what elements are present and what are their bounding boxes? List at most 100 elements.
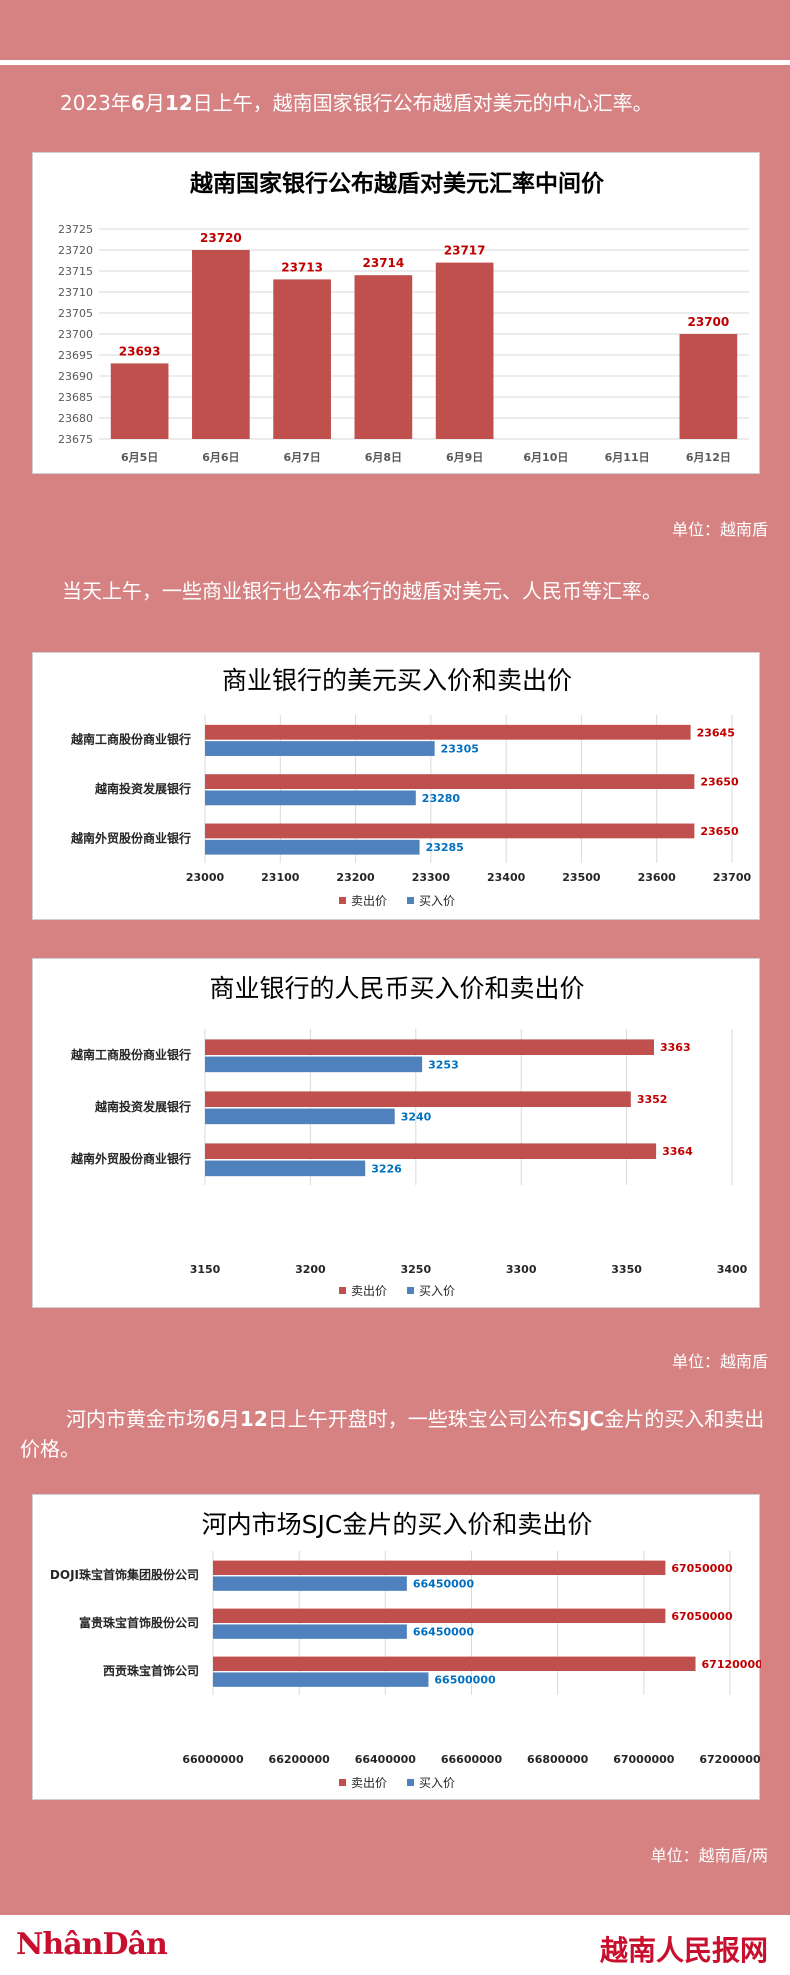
category-label: 越南工商股份商业银行 — [70, 1047, 191, 1062]
chart-title: 商业银行的人民币买入价和卖出价 — [209, 974, 584, 1003]
y-tick-label: 23700 — [58, 328, 93, 341]
intro-paragraph: 2023年6月12日上午，越南国家银行公布越盾对美元的中心汇率。 — [60, 88, 770, 118]
bar-value-label: 67120000 — [702, 1658, 761, 1671]
x-tick-label: 23600 — [638, 871, 677, 884]
legend-label: 卖出价 — [351, 1776, 387, 1790]
x-tick-label: 6月11日 — [605, 451, 650, 464]
x-tick-label: 3150 — [190, 1263, 221, 1276]
bar — [355, 275, 413, 439]
x-tick-label: 3200 — [295, 1263, 326, 1276]
bar — [273, 279, 331, 439]
legend-label: 买入价 — [419, 894, 455, 908]
x-tick-label: 66400000 — [355, 1753, 417, 1766]
legend-swatch — [339, 1779, 346, 1786]
sell-bar — [213, 1609, 665, 1623]
bar-value-label: 67050000 — [671, 1610, 733, 1623]
x-tick-label: 66200000 — [269, 1753, 331, 1766]
buy-bar — [205, 1109, 395, 1125]
buy-bar — [213, 1624, 407, 1638]
x-tick-label: 6月5日 — [121, 451, 158, 464]
sell-bar — [205, 824, 694, 839]
cny-rate-chart: 商业银行的人民币买入价和卖出价 3150 3200 3250 3300 3350 3400 越… — [33, 959, 761, 1309]
x-tick-label: 23700 — [713, 871, 752, 884]
central-rate-chart: 越南国家银行公布越盾对美元汇率中间价 23675 23680 23685 23690 23… — [33, 153, 761, 475]
category-label: DOJI珠宝首饰集团股份公司 — [50, 1567, 199, 1582]
legend-label: 卖出价 — [351, 1284, 387, 1298]
sell-bar — [205, 774, 694, 789]
buy-bar — [205, 1057, 422, 1073]
buy-bar — [205, 741, 435, 756]
bar-value-label: 3364 — [662, 1145, 693, 1158]
category-label: 越南投资发展银行 — [94, 1099, 191, 1114]
y-tick-label: 23710 — [58, 286, 93, 299]
chart-title: 越南国家银行公布越盾对美元汇率中间价 — [190, 170, 605, 197]
y-tick-label: 23715 — [58, 265, 93, 278]
x-tick-label: 23100 — [261, 871, 300, 884]
y-tick-label: 23705 — [58, 307, 93, 320]
bar-value-label: 23650 — [700, 825, 739, 838]
unit-label-1: 单位：越南盾 — [672, 516, 768, 540]
bar-value-label: 23285 — [426, 841, 464, 854]
bar-value-label: 23714 — [363, 256, 405, 270]
x-tick-label: 3400 — [717, 1263, 748, 1276]
gold-price-chart: 河内市场SJC金片的买入价和卖出价 66000000 66200000 6640000… — [33, 1495, 761, 1801]
x-tick-label: 23200 — [336, 871, 375, 884]
bar-value-label: 3363 — [660, 1041, 691, 1054]
category-label: 富贵珠宝首饰股份公司 — [79, 1615, 199, 1630]
x-tick-label: 6月6日 — [202, 451, 239, 464]
legend-swatch — [407, 1779, 414, 1786]
category-label: 越南外贸股份商业银行 — [70, 1151, 191, 1166]
site-name-logo[interactable]: 越南人民报网 — [600, 1929, 768, 1969]
bar-value-label: 3226 — [371, 1162, 402, 1175]
buy-bar — [213, 1672, 428, 1686]
sell-bar — [205, 1143, 656, 1159]
nhandan-logo[interactable]: NhânDân — [16, 1927, 167, 1962]
bar-value-label: 23280 — [422, 792, 461, 805]
x-tick-label: 66800000 — [527, 1753, 589, 1766]
bar — [436, 263, 494, 439]
x-tick-label: 23000 — [186, 871, 225, 884]
y-tick-label: 23690 — [58, 370, 93, 383]
x-tick-label: 23500 — [562, 871, 601, 884]
legend-swatch — [339, 897, 346, 904]
y-tick-label: 23695 — [58, 349, 93, 362]
y-tick-label: 23685 — [58, 391, 93, 404]
x-tick-label: 66600000 — [441, 1753, 503, 1766]
sell-bar — [213, 1657, 696, 1671]
sell-bar — [205, 725, 691, 740]
bar-value-label: 23720 — [200, 231, 242, 245]
bar-value-label: 23305 — [441, 743, 479, 756]
legend-label: 买入价 — [419, 1284, 455, 1298]
bar-value-label: 23713 — [281, 260, 323, 274]
x-tick-label: 6月10日 — [523, 451, 568, 464]
legend-swatch — [407, 897, 414, 904]
unit-label-2: 单位：越南盾 — [672, 1348, 768, 1372]
sell-bar — [205, 1039, 654, 1055]
bar-value-label: 67050000 — [671, 1562, 733, 1575]
buy-bar — [205, 1161, 365, 1177]
category-label: 越南投资发展银行 — [94, 781, 191, 796]
bar — [192, 250, 250, 439]
x-tick-label: 67200000 — [699, 1753, 761, 1766]
x-tick-label: 3350 — [611, 1263, 642, 1276]
bar-value-label: 23717 — [444, 244, 486, 258]
bar-value-label: 66450000 — [413, 1578, 475, 1591]
x-tick-label: 6月12日 — [686, 451, 731, 464]
y-tick-label: 23675 — [58, 433, 93, 446]
bar-value-label: 3253 — [428, 1058, 459, 1071]
chart-card-gold: 河内市场SJC金片的买入价和卖出价 66000000 66200000 6640000… — [32, 1494, 760, 1800]
x-tick-label: 3250 — [400, 1263, 431, 1276]
chart-card-central-rate: 越南国家银行公布越盾对美元汇率中间价 23675 23680 23685 23690 23… — [32, 152, 760, 474]
category-label: 越南外贸股份商业银行 — [70, 830, 191, 845]
buy-bar — [205, 840, 420, 855]
x-tick-label: 23300 — [412, 871, 451, 884]
legend-label: 卖出价 — [351, 894, 387, 908]
y-tick-label: 23720 — [58, 244, 93, 257]
x-tick-label: 23400 — [487, 871, 526, 884]
buy-bar — [213, 1576, 407, 1590]
legend-swatch — [339, 1287, 346, 1294]
category-label: 越南工商股份商业银行 — [70, 732, 191, 747]
y-tick-label: 23725 — [58, 223, 93, 236]
x-tick-label: 66000000 — [182, 1753, 244, 1766]
top-divider — [0, 60, 790, 65]
